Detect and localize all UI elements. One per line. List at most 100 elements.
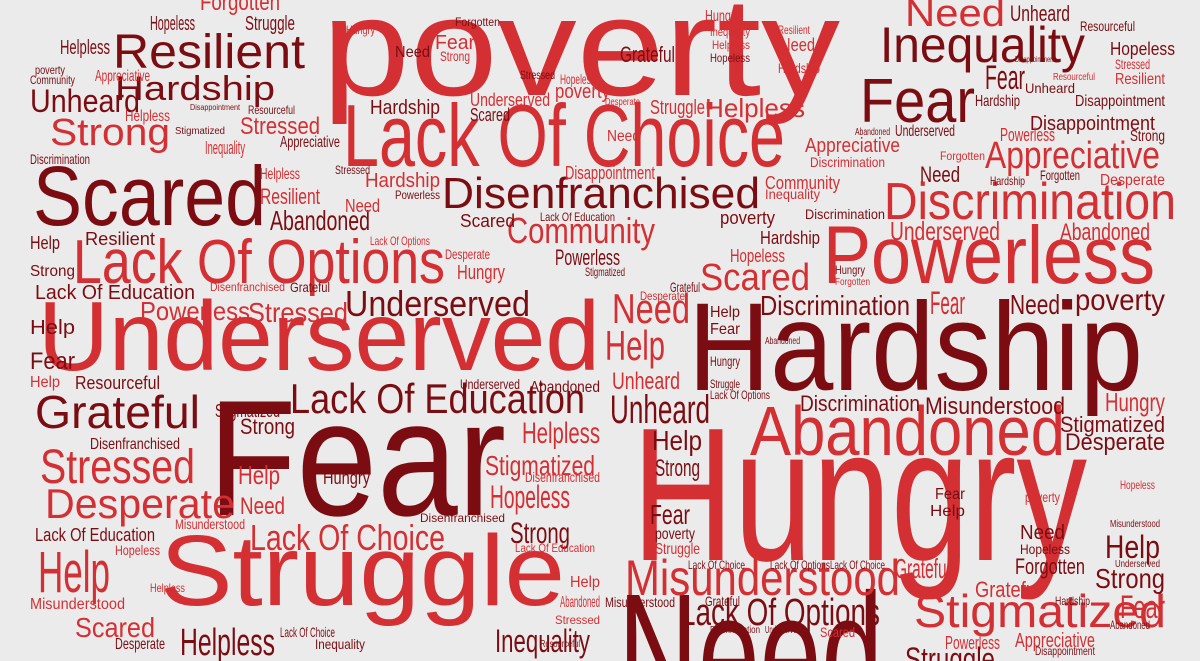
word: Scared [470,105,510,125]
word: Desperate [605,97,640,108]
word: Hardship [975,93,1020,110]
word: Struggle [905,641,995,661]
word: Help [570,574,600,591]
word: Help [930,503,965,520]
word: Powerless [823,210,1155,301]
word: Helpless [150,581,185,595]
word: Helpless [60,37,110,59]
word: Stigmatized [585,265,625,279]
word: Stressed [335,163,370,177]
word: Hungry [457,262,505,284]
word: Stigmatized [215,401,280,421]
word: Lack Of Choice [343,86,785,185]
word: Scared [75,612,155,643]
word: Community [507,210,655,251]
word: Forgotten [1040,167,1080,183]
word: Abandoned [530,379,600,396]
word: Misunderstood [625,550,900,606]
word: Scared [460,211,515,231]
word: Fear [30,348,75,375]
word: Inequality [710,25,750,39]
word: Helpless [260,166,300,183]
word: Discrimination [800,391,920,416]
word: Struggle [650,97,705,119]
word: Discrimination [884,173,1176,231]
word: Disappointment [1035,644,1095,658]
word: Desperate [115,636,165,653]
word: Fear [208,366,506,550]
word: Stressed [555,613,600,627]
word: Resourceful [1080,18,1135,34]
word: Resilient [113,26,305,79]
word: Disappointment [565,163,655,183]
word: Need [1020,522,1065,544]
word: Unheard [612,368,680,395]
word: Powerless [395,188,440,202]
word: Help [38,540,110,605]
word: Unheard [30,83,140,119]
word: Resilient [85,229,155,249]
word: Underserved [470,90,550,110]
word: Need [395,44,430,61]
word: Powerless [140,296,250,326]
word: Disappointment [190,103,241,112]
word: Disappointment [1030,113,1155,135]
word: Lack Of Options [680,592,880,634]
word: poverty [322,0,840,125]
word: Community [30,73,75,87]
word: Disappointment [1075,93,1165,110]
word: Hungry [835,263,865,277]
word: Abandoned [765,336,800,347]
word: poverty [555,81,610,103]
word: Hardship [688,278,1143,417]
word: Hungry [346,23,375,37]
word: Stressed [1115,56,1150,72]
word: Hardship [370,97,440,119]
word: Scared [820,624,855,640]
word: Grateful [705,593,740,609]
word: Underserved [345,283,530,324]
word: Powerless [945,633,1000,653]
word: Resourceful [248,103,295,117]
word: Need [618,559,883,661]
word: Strong [1130,128,1165,145]
word: Need [607,128,640,145]
word: Underserved [765,625,800,636]
word: Help [1105,529,1160,565]
word: Resilient [1115,71,1165,88]
word: Hopeless [1120,478,1155,492]
word: Lack Of Education [515,541,595,555]
word: Helpless [125,108,170,125]
word: Stressed [520,68,555,82]
word: Stigmatized [485,450,595,481]
word: Help [30,317,75,339]
word: Hungry [323,468,370,488]
word: Need [920,162,960,187]
word: Help [605,322,665,369]
word: Hopeless [710,51,750,65]
word: Strong [240,414,295,439]
word: Help [30,374,60,391]
word: Disenfranchised [90,436,180,453]
word: Forgotten [835,277,870,288]
word: Grateful [290,279,330,295]
word: Grateful [620,42,675,67]
word: Need [1010,289,1060,320]
word: Fear [985,59,1025,97]
word: Misunderstood [605,594,675,610]
word: Unheard [1025,80,1075,96]
word: Desperate [45,480,235,527]
word: poverty [35,63,65,77]
word: Hardship [1055,594,1090,608]
word: poverty [720,208,775,228]
word: Abandoned [750,392,1065,470]
word: Hopeless [730,246,785,266]
word: Grateful [670,279,700,295]
word: Misunderstood [30,596,125,613]
word: Fear [435,32,475,54]
word: Fear [710,321,741,338]
word: Inequality [495,623,590,659]
word: Fear [650,499,690,530]
